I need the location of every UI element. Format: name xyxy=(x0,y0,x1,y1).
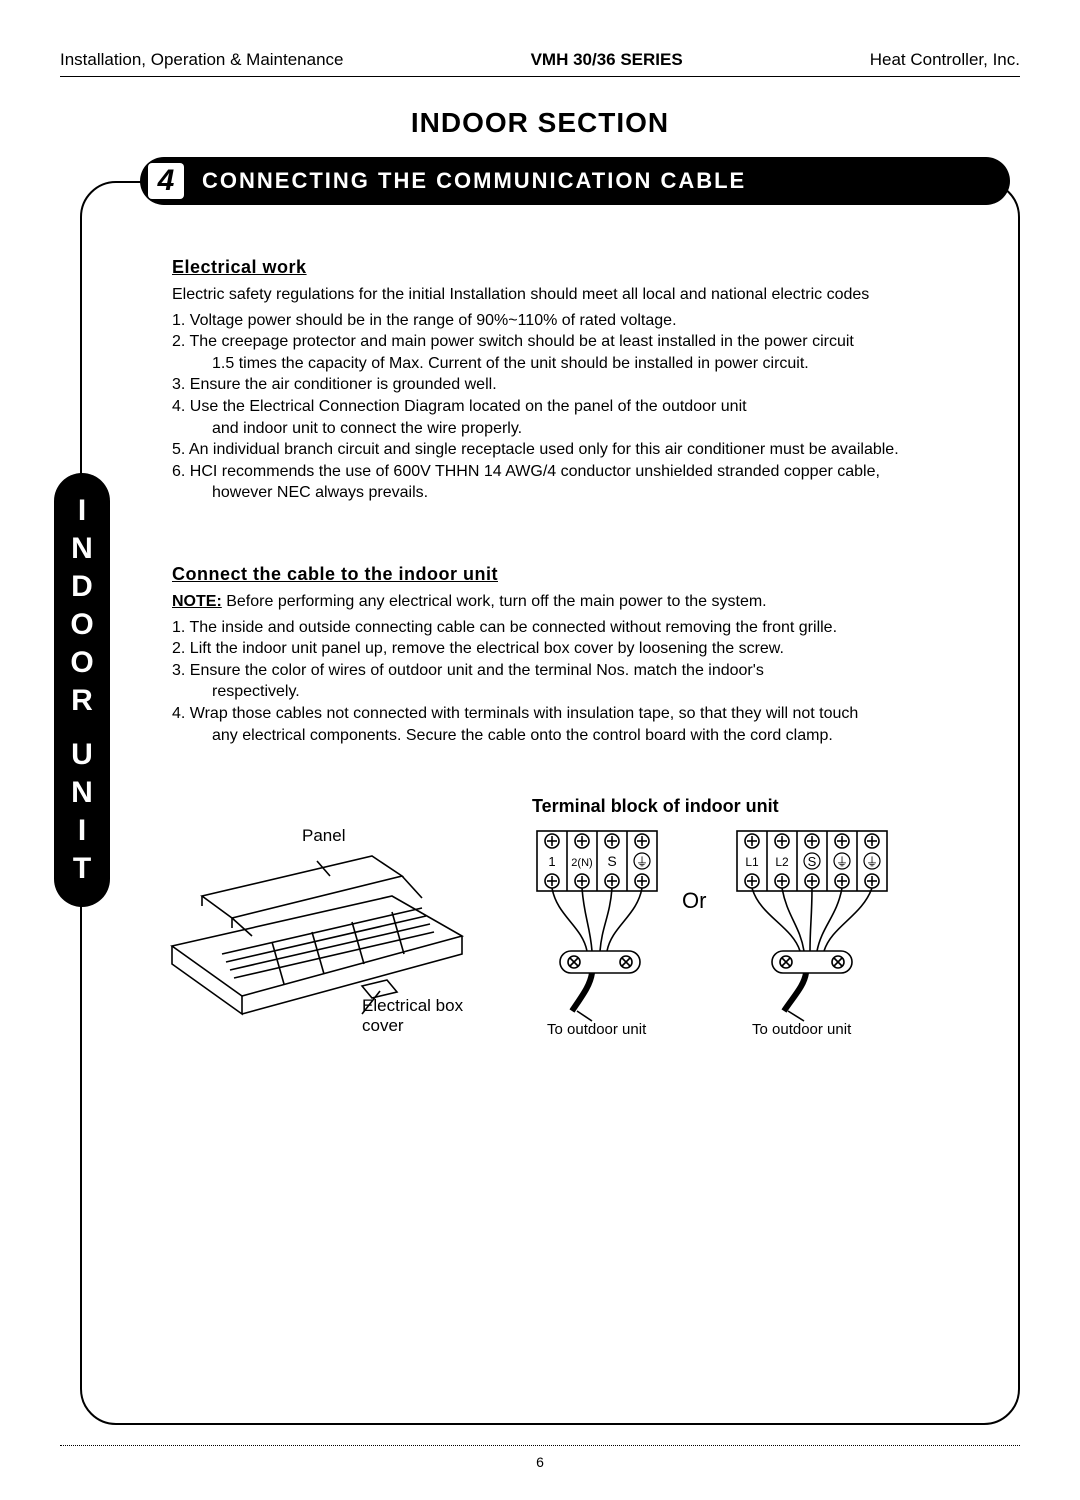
connect-block: Connect the cable to the indoor unit NOT… xyxy=(172,564,978,746)
tb2-label-4: ⏚ xyxy=(836,855,848,869)
electrical-intro: Electric safety regulations for the init… xyxy=(172,284,978,306)
page-header: Installation, Operation & Maintenance VM… xyxy=(60,50,1020,77)
to-outdoor-1: To outdoor unit xyxy=(547,1021,646,1038)
side-label: INDOOR UNIT xyxy=(54,473,110,907)
ebox-l1: Electrical box xyxy=(362,996,463,1015)
tb1-label-1: 1 xyxy=(548,854,555,869)
electrical-item-4a: 4. Use the Electrical Connection Diagram… xyxy=(172,396,978,418)
tb2-label-2: L2 xyxy=(775,855,789,869)
electrical-item-4b: and indoor unit to connect the wire prop… xyxy=(172,418,978,440)
header-center: VMH 30/36 SERIES xyxy=(531,50,683,70)
note-label: NOTE: xyxy=(172,593,222,610)
tb1-label-2: 2(N) xyxy=(571,857,592,869)
electrical-item-3: 3. Ensure the air conditioner is grounde… xyxy=(172,374,978,396)
main-content-box: INDOOR UNIT Electrical work Electric saf… xyxy=(80,181,1020,1425)
connect-heading: Connect the cable to the indoor unit xyxy=(172,564,978,585)
page-footer: 6 xyxy=(60,1445,1020,1470)
section-number: 4 xyxy=(148,163,184,199)
electrical-heading: Electrical work xyxy=(172,257,978,278)
terminal-title: Terminal block of indoor unit xyxy=(532,796,779,817)
diagram-area: Terminal block of indoor unit Panel xyxy=(172,796,978,1076)
note-text: Before performing any electrical work, t… xyxy=(222,593,767,610)
electrical-item-2a: 2. The creepage protector and main power… xyxy=(172,331,978,353)
tb2-label-3: S xyxy=(808,854,817,869)
connect-item-3a: 3. Ensure the color of wires of outdoor … xyxy=(172,660,978,682)
tb2-label-1: L1 xyxy=(745,855,759,869)
terminal-block-2: L1 L2 S ⏚ ⏚ xyxy=(732,826,902,1026)
page: Installation, Operation & Maintenance VM… xyxy=(0,0,1080,1500)
section-banner: 4 CONNECTING THE COMMUNICATION CABLE xyxy=(140,157,1010,205)
electrical-item-5: 5. An individual branch circuit and sing… xyxy=(172,439,978,461)
electrical-item-6a: 6. HCI recommends the use of 600V THHN 1… xyxy=(172,461,978,483)
page-title: INDOOR SECTION xyxy=(60,107,1020,139)
header-left: Installation, Operation & Maintenance xyxy=(60,50,344,70)
terminal-block-1: 1 2(N) S ⏚ xyxy=(532,826,672,1026)
page-number: 6 xyxy=(536,1454,544,1470)
tb1-label-4: ⏚ xyxy=(636,855,648,869)
content-area: 4 CONNECTING THE COMMUNICATION CABLE IND… xyxy=(80,157,1020,1425)
electrical-item-1: 1. Voltage power should be in the range … xyxy=(172,310,978,332)
electrical-item-6b: however NEC always prevails. xyxy=(172,482,978,504)
connect-note: NOTE: Before performing any electrical w… xyxy=(172,591,978,613)
section-heading: CONNECTING THE COMMUNICATION CABLE xyxy=(202,168,746,194)
or-label: Or xyxy=(682,888,706,914)
connect-item-3b: respectively. xyxy=(172,681,978,703)
header-right: Heat Controller, Inc. xyxy=(870,50,1020,70)
connect-item-4b: any electrical components. Secure the ca… xyxy=(172,725,978,747)
ebox-l2: cover xyxy=(362,1016,404,1035)
connect-item-2: 2. Lift the indoor unit panel up, remove… xyxy=(172,638,978,660)
connect-item-4a: 4. Wrap those cables not connected with … xyxy=(172,703,978,725)
electrical-item-2b: 1.5 times the capacity of Max. Current o… xyxy=(172,353,978,375)
to-outdoor-2: To outdoor unit xyxy=(752,1021,851,1038)
electrical-box-label: Electrical box cover xyxy=(362,996,463,1037)
tb1-label-3: S xyxy=(607,853,616,869)
connect-item-1: 1. The inside and outside connecting cab… xyxy=(172,617,978,639)
tb2-label-5: ⏚ xyxy=(866,855,878,869)
